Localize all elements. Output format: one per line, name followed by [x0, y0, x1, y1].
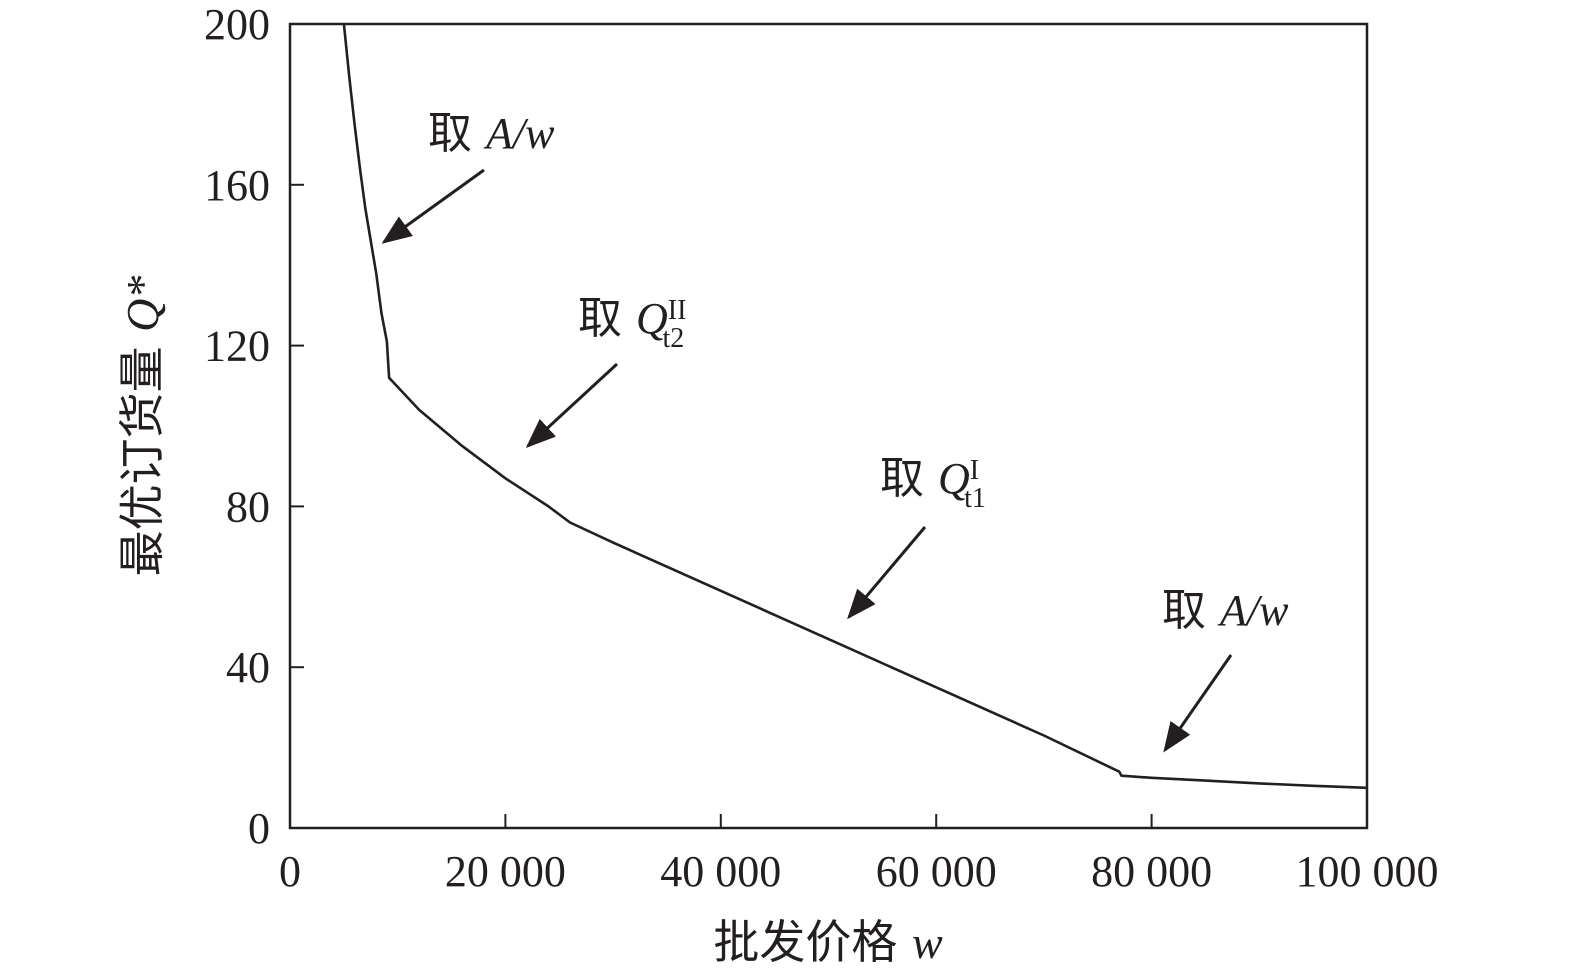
y-tick-label: 0	[248, 804, 270, 853]
annotation-label: 取 A/w	[428, 108, 555, 159]
annotation: 取 QI t1	[847, 453, 986, 620]
x-tick-label: 40 000	[660, 847, 781, 896]
x-tick-label: 100 000	[1296, 847, 1439, 896]
y-axis-ticks: 0 40 80 120 160 200	[204, 0, 304, 853]
x-axis-ticks: 0 20 000 40 000 60 000 80 000 100 000	[279, 814, 1439, 896]
annotation-arrow	[525, 362, 619, 449]
plot-frame	[288, 22, 1369, 830]
annotation-arrow	[1163, 654, 1233, 753]
annotation-arrow	[847, 526, 927, 620]
x-tick-label: 20 000	[445, 847, 566, 896]
annotations: 取 A/w 取 QII t2 取 QI t1 取 A/w	[381, 108, 1289, 753]
annotation-arrow	[381, 168, 485, 244]
annotation: 取 A/w	[1162, 585, 1289, 753]
annotation-label: 取 A/w	[1162, 585, 1289, 636]
annotation-label: 取 QI t1	[880, 453, 986, 514]
y-tick-label: 120	[204, 322, 270, 371]
x-tick-label: 0	[279, 847, 301, 896]
plot-border	[288, 22, 1369, 830]
series-line	[342, 23, 1368, 790]
annotation: 取 A/w	[381, 108, 555, 244]
series	[342, 23, 1368, 790]
y-axis-title: 最优订货量 Q*	[115, 276, 169, 577]
y-tick-label: 40	[226, 643, 270, 692]
x-axis-title: 批发价格 w	[713, 915, 943, 969]
y-tick-label: 200	[204, 0, 270, 49]
annotation-label: 取 QII t2	[578, 293, 686, 354]
x-tick-label: 60 000	[876, 847, 997, 896]
y-tick-label: 160	[204, 161, 270, 210]
y-tick-label: 80	[226, 482, 270, 531]
x-tick-label: 80 000	[1091, 847, 1212, 896]
annotation: 取 QII t2	[525, 293, 686, 449]
